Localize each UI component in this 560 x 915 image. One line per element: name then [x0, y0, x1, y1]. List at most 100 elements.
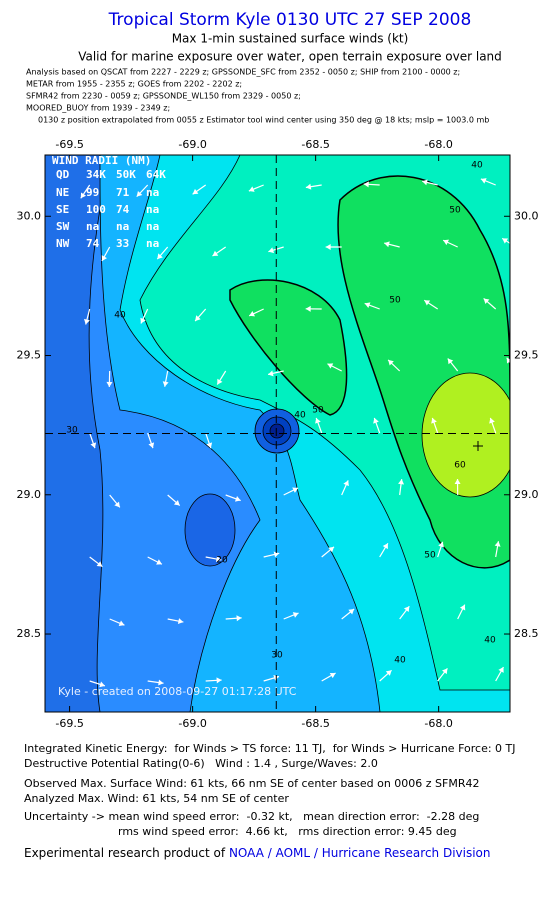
wind-vector-head [80, 192, 87, 199]
contour-label: 20 [216, 556, 228, 566]
analysis-note: Analysis based on QSCAT from 2227 - 2229… [26, 68, 460, 77]
wind-vector-head [162, 381, 169, 387]
wind-vector-head [483, 298, 490, 305]
radii-header: QD [56, 168, 70, 181]
x-tick-label: -69.5 [55, 138, 83, 151]
radii-cell: 33 [116, 237, 129, 250]
footer-line: Observed Max. Surface Wind: 61 kts, 66 n… [24, 777, 480, 790]
wind-vector-head [236, 615, 242, 622]
wind-vector-head [305, 183, 312, 190]
subtitle: Max 1-min sustained surface winds (kt) [172, 32, 409, 46]
radii-header: 64K [146, 168, 166, 181]
wind-vector-head [99, 681, 105, 688]
wind-vector-head [385, 670, 392, 676]
validity: Valid for marine exposure over water, op… [78, 50, 502, 64]
wind-vector-head [363, 181, 369, 188]
radii-cell: na [86, 220, 99, 233]
wind-vector-head [438, 541, 444, 548]
x-tick-label: -69.0 [178, 717, 206, 730]
y-tick-label: 30.0 [514, 209, 539, 222]
wind-vectors [80, 178, 522, 688]
wind-vector-head [96, 561, 103, 567]
wind-vector-head [84, 318, 90, 325]
x-tick-label: -68.0 [424, 138, 452, 151]
contour-label: 40 [484, 636, 496, 646]
y-tick-label: 28.5 [514, 627, 539, 640]
radii-cell: 74 [86, 237, 100, 250]
credit-link[interactable]: NOAA / AOML / Hurricane Research Divisio… [228, 846, 491, 860]
wind-vector-head [327, 363, 334, 369]
wind-vector-head [215, 556, 222, 562]
wind-vector-head [273, 551, 280, 558]
y-tick-label: 29.0 [17, 488, 42, 501]
wind-vector-head [248, 186, 255, 192]
wind-vector-head [431, 417, 437, 424]
radii-cell: SE [56, 203, 69, 216]
contour-label: 30 [66, 426, 78, 436]
analysis-note: MOORED_BUOY from 1939 - 2349 z; [26, 104, 170, 113]
wind-vector-head [118, 620, 125, 627]
y-tick-label: 29.5 [514, 349, 539, 362]
wind-vector-head [516, 604, 522, 610]
radii-cell: SW [56, 220, 70, 233]
radii-title: WIND RADII (NM) [52, 154, 151, 167]
wind-vector-head [384, 241, 390, 248]
wind-vector-head [148, 442, 155, 449]
wind-vector-head [325, 243, 331, 250]
wind-vector-head [424, 300, 431, 306]
wind-vector-head [494, 541, 501, 547]
wind-vector-head [216, 677, 222, 684]
wind-vector-head [498, 667, 504, 673]
wind-vector-head [101, 255, 107, 262]
wind-vector-head [305, 305, 311, 312]
y-tick-label: 28.5 [17, 627, 42, 640]
radii-cell: 71 [116, 186, 130, 199]
wind-vector-head [292, 612, 299, 618]
wind-vector-head [459, 604, 466, 611]
contour-label: 40 [114, 311, 126, 321]
footer-line: Analyzed Max. Wind: 61 kts, 54 nm SE of … [24, 792, 289, 805]
wind-vector-head [114, 501, 120, 508]
wind-vector-head [249, 310, 255, 317]
wind-vector-head [217, 378, 223, 385]
wind-vector-head [382, 543, 388, 550]
x-tick-label: -69.5 [55, 717, 83, 730]
wind-vector-head [480, 178, 487, 184]
y-tick-label: 29.5 [17, 349, 42, 362]
wind-vector-head [268, 370, 274, 377]
contour-label: 30 [271, 651, 283, 661]
credit: Experimental research product of [24, 846, 226, 860]
wind-vector-head [90, 442, 97, 449]
wind-vector [516, 604, 521, 619]
wind-vector-head [343, 480, 349, 487]
wind-vector-head [328, 546, 335, 553]
contour-label: 40 [394, 656, 406, 666]
wind-vector-head [329, 672, 336, 679]
radii-cell: NW [56, 237, 70, 250]
map-figure: Tropical Storm Kyle 0130 UTC 27 SEP 2008… [17, 10, 539, 730]
y-tick-label: 29.0 [514, 488, 539, 501]
radii-cell: na [146, 220, 159, 233]
wind-vector-head [177, 618, 184, 625]
analysis-note: SFMR42 from 2230 - 0059 z; GPSSONDE_WL15… [26, 92, 301, 101]
wind-vector-head [364, 302, 371, 308]
wind-vector-head [388, 359, 394, 366]
credit-line: Experimental research product of NOAA / … [24, 846, 491, 860]
wind-vector-head [398, 479, 405, 485]
contour-label: 50 [424, 551, 436, 561]
radii-header: 34K [86, 168, 106, 181]
y-tick-label: 30.0 [17, 209, 42, 222]
wind-vector-head [136, 190, 143, 197]
footer-line: rms wind speed error: 4.66 kt, rms direc… [118, 825, 457, 838]
contour-label: 50 [389, 296, 401, 306]
wind-vector-head [315, 417, 321, 424]
footer-line: Destructive Potential Rating(0-6) Wind :… [24, 757, 378, 770]
title: Tropical Storm Kyle 0130 UTC 27 SEP 2008 [108, 10, 472, 30]
wind-vector-head [506, 357, 510, 364]
wind-vector-head [442, 668, 448, 675]
wind-vector-head [156, 559, 162, 565]
radii-header: 50K [116, 168, 136, 181]
radii-cell: 99 [86, 186, 99, 199]
wind-vector-head [512, 479, 518, 484]
